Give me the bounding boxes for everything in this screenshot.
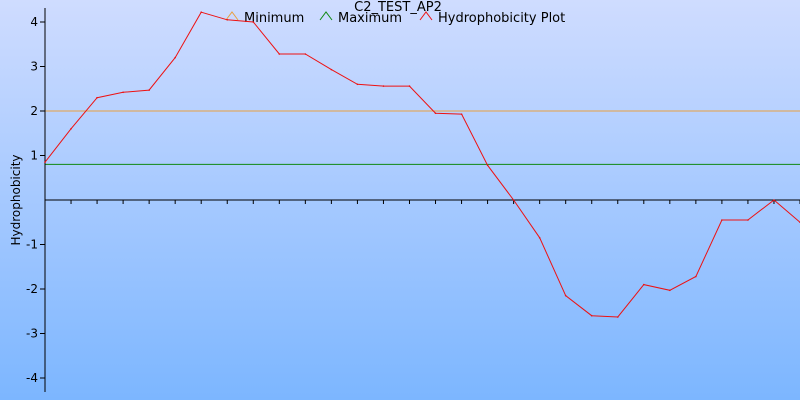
threshold-lines: [45, 110, 800, 165]
data-point: [96, 96, 98, 99]
data-point: [460, 113, 463, 115]
legend-swatch: [419, 11, 433, 21]
data-point: [382, 85, 385, 87]
data-point: [148, 89, 150, 91]
y-tick-label: -4: [26, 371, 38, 385]
data-point: [408, 85, 411, 87]
data-point: [434, 112, 437, 115]
legend-label: Minimum: [244, 11, 304, 26]
legend-swatch: [225, 11, 239, 21]
data-point: [44, 161, 46, 163]
y-ticks: -4 -3 -2 -1 1 2 3 4: [26, 15, 45, 385]
data-point: [773, 199, 775, 201]
data-point: [304, 53, 307, 55]
legend-label: Maximum: [338, 11, 402, 26]
y-tick-label: -2: [26, 282, 38, 296]
y-tick-label: 1: [30, 149, 38, 163]
legend-label: Hydrophobicity Plot: [438, 11, 565, 26]
data-point: [721, 219, 723, 221]
data-point: [252, 21, 255, 23]
data-point: [747, 219, 749, 221]
data-point: [356, 83, 359, 86]
data-point: [642, 283, 645, 286]
legend-swatch: [319, 11, 333, 21]
chart-title: C2_TEST_AP2: [354, 0, 442, 15]
data-point: [278, 53, 281, 55]
y-tick-label: 4: [30, 15, 38, 29]
data-point: [616, 316, 619, 318]
y-axis-label: Hydrophobicity: [9, 154, 23, 245]
x-ticks: [70, 200, 800, 204]
data-point: [174, 56, 176, 59]
data-point: [226, 18, 229, 21]
y-tick-label: 3: [30, 60, 38, 74]
data-point: [70, 128, 72, 130]
y-tick-label: -3: [26, 327, 38, 341]
data-point: [590, 314, 593, 317]
legend: Minimum Maximum Hydrophobicity Plot: [225, 11, 565, 26]
plot-lines: [44, 11, 800, 318]
data-point: [538, 237, 541, 239]
data-point: [512, 199, 515, 201]
y-tick-label: 2: [30, 104, 38, 118]
data-point: [669, 289, 671, 292]
data-point: [486, 164, 489, 167]
hydrophobicity-plot-line: [44, 11, 800, 318]
data-point: [200, 11, 203, 14]
data-point: [122, 91, 124, 94]
y-tick-label: -1: [26, 238, 38, 252]
data-point: [564, 294, 567, 297]
data-point: [695, 275, 697, 278]
data-point: [330, 68, 333, 71]
